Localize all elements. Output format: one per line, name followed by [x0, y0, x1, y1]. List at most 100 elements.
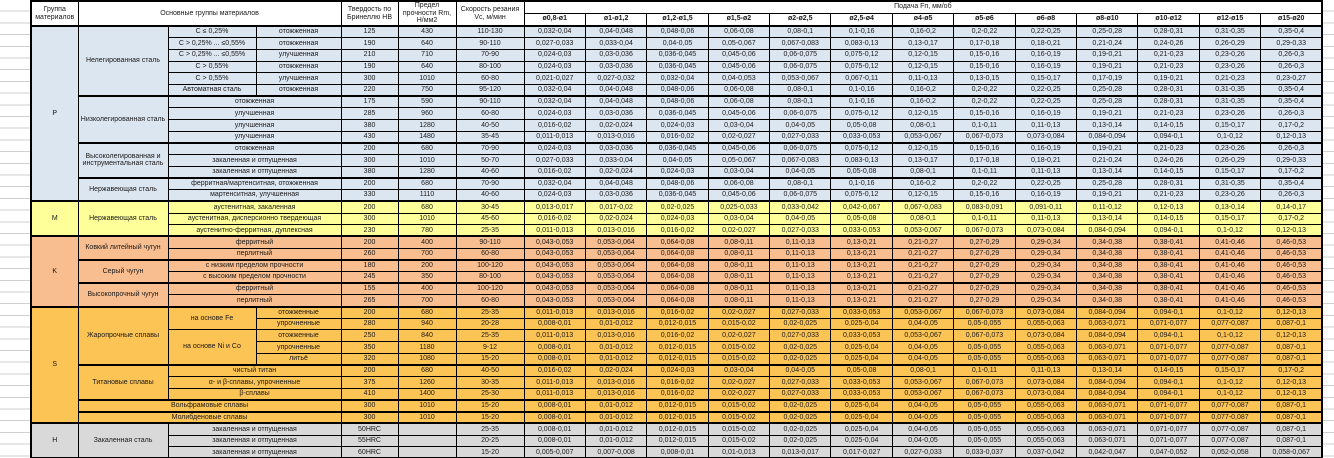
feed-value-cell[interactable]: 0,036-0,045 [646, 141, 709, 156]
feed-value-cell[interactable]: 0,19-0,21 [1076, 48, 1139, 62]
feed-value-cell[interactable]: 0,29-0,33 [1260, 37, 1323, 50]
feed-value-cell[interactable]: 0,071-0,077 [1137, 352, 1200, 366]
feed-value-cell[interactable]: 0,032-0,04 [523, 83, 586, 97]
feed-value-cell[interactable]: 0,2-0,22 [953, 176, 1016, 191]
feed-value-cell[interactable]: 0,23-0,26 [1198, 189, 1262, 202]
feed-value-cell[interactable]: 0,05-0,055 [953, 410, 1016, 424]
feed-value-cell[interactable]: 0,005-0,007 [523, 446, 586, 458]
material-name-cell[interactable]: Низколегированная сталь [77, 95, 169, 144]
hardness-value-cell[interactable]: 350 [340, 341, 399, 354]
strength-value-cell[interactable]: 640 [397, 37, 457, 50]
feed-value-cell[interactable]: 0,04-0,05 [891, 341, 955, 354]
feed-value-cell[interactable]: 0,055-0,063 [1014, 399, 1078, 413]
feed-value-cell[interactable]: 0,01-0,012 [584, 434, 648, 448]
feed-value-cell[interactable]: 0,043-0,053 [523, 282, 586, 296]
feed-value-cell[interactable]: 0,29-0,33 [1260, 154, 1323, 167]
treatment-cell[interactable]: упрочненные [255, 317, 342, 331]
feed-value-cell[interactable]: 0,12-0,13 [1137, 200, 1200, 214]
feed-value-cell[interactable]: 0,06-0,08 [707, 83, 771, 97]
feed-value-cell[interactable]: 0,04-0,05 [646, 154, 709, 167]
feed-value-cell[interactable]: 0,024-0,03 [646, 119, 709, 132]
cutting-speed-cell[interactable]: 70-90 [455, 176, 525, 191]
hardness-value-cell[interactable]: 265 [340, 294, 399, 307]
header-cutting-speed[interactable]: Скорость резания Vc, м/мин [455, 0, 525, 27]
hardness-value-cell[interactable]: 55HRC [340, 434, 399, 448]
feed-value-cell[interactable]: 0,23-0,26 [1198, 60, 1262, 74]
feed-value-cell[interactable]: 0,24-0,26 [1137, 37, 1200, 50]
strength-value-cell[interactable]: 400 [397, 235, 457, 249]
feed-value-cell[interactable]: 0,12-0,13 [1260, 305, 1323, 319]
feed-value-cell[interactable]: 0,31-0,35 [1198, 176, 1262, 191]
feed-value-cell[interactable]: 0,027-0,033 [523, 37, 586, 50]
feed-value-cell[interactable]: 0,25-0,28 [1076, 176, 1139, 191]
cutting-speed-cell[interactable]: 100-120 [455, 258, 525, 272]
feed-value-cell[interactable]: 0,024-0,03 [646, 165, 709, 179]
header-material-groups[interactable]: Основные группы материалов [77, 0, 342, 27]
hardness-value-cell[interactable]: 280 [340, 317, 399, 331]
feed-value-cell[interactable]: 0,025-0,04 [830, 422, 893, 436]
treatment-cell[interactable]: отожженная [167, 95, 342, 109]
feed-value-cell[interactable]: 0,2-0,22 [953, 83, 1016, 97]
feed-value-cell[interactable]: 0,063-0,071 [1076, 422, 1139, 436]
feed-value-cell[interactable]: 0,46-0,53 [1260, 235, 1323, 249]
feed-value-cell[interactable]: 0,071-0,077 [1137, 317, 1200, 331]
strength-value-cell[interactable]: 1280 [397, 165, 457, 179]
feed-value-cell[interactable]: 0,1-0,12 [1198, 387, 1262, 401]
treatment-cell[interactable]: отожженные [255, 305, 342, 319]
feed-value-cell[interactable]: 0,008-0,01 [646, 446, 709, 458]
feed-value-cell[interactable]: 0,094-0,1 [1137, 130, 1200, 144]
feed-value-cell[interactable]: 0,03-0,036 [584, 189, 648, 202]
feed-value-cell[interactable]: 0,38-0,41 [1137, 294, 1200, 307]
feed-value-cell[interactable]: 0,02-0,024 [584, 363, 648, 378]
hardness-value-cell[interactable]: 300 [340, 410, 399, 424]
feed-value-cell[interactable]: 0,17-0,18 [953, 37, 1016, 50]
feed-value-cell[interactable]: 0,042-0,067 [830, 200, 893, 214]
feed-value-cell[interactable]: 0,008-0,01 [523, 422, 586, 436]
feed-value-cell[interactable]: 0,11-0,13 [769, 235, 832, 249]
hardness-value-cell[interactable]: 220 [340, 83, 399, 97]
feed-value-cell[interactable]: 0,025-0,04 [830, 434, 893, 448]
feed-value-cell[interactable]: 0,075-0,12 [830, 141, 893, 156]
feed-value-cell[interactable]: 0,087-0,1 [1260, 422, 1323, 436]
feed-value-cell[interactable]: 0,087-0,1 [1260, 434, 1323, 448]
feed-value-cell[interactable]: 0,16-0,19 [1014, 141, 1078, 156]
feed-value-cell[interactable]: 0,17-0,2 [1260, 363, 1323, 378]
feed-value-cell[interactable]: 0,34-0,38 [1076, 247, 1139, 261]
feed-value-cell[interactable]: 0,11-0,13 [891, 72, 955, 85]
feed-value-cell[interactable]: 0,13-0,14 [1076, 363, 1139, 378]
feed-value-cell[interactable]: 0,04-0,048 [584, 95, 648, 109]
feed-value-cell[interactable]: 0,13-0,14 [1076, 212, 1139, 226]
feed-value-cell[interactable]: 0,21-0,24 [1076, 37, 1139, 50]
header-diameter-range[interactable]: ø1-ø1,2 [584, 12, 648, 27]
hardness-value-cell[interactable]: 200 [340, 235, 399, 249]
treatment-cell[interactable]: закаленная и отпущенная [167, 434, 342, 448]
treatment-cell[interactable]: отожженная [255, 25, 342, 39]
feed-value-cell[interactable]: 0,22-0,25 [1014, 83, 1078, 97]
feed-value-cell[interactable]: 0,12-0,13 [1260, 224, 1323, 237]
feed-value-cell[interactable]: 0,013-0,016 [584, 130, 648, 144]
feed-value-cell[interactable]: 0,05-0,055 [953, 341, 1016, 354]
feed-value-cell[interactable]: 0,015-0,02 [707, 341, 771, 354]
group-code-cell[interactable]: P [30, 24, 79, 202]
feed-value-cell[interactable]: 0,008-0,01 [523, 434, 586, 448]
strength-value-cell[interactable]: 680 [397, 200, 457, 214]
strength-value-cell[interactable]: 700 [397, 247, 457, 261]
strength-value-cell[interactable] [397, 434, 457, 448]
feed-value-cell[interactable]: 0,13-0,17 [891, 37, 955, 50]
feed-value-cell[interactable]: 0,067-0,083 [891, 200, 955, 214]
feed-value-cell[interactable]: 0,04-0,05 [891, 317, 955, 331]
feed-value-cell[interactable]: 0,21-0,24 [1076, 154, 1139, 167]
feed-value-cell[interactable]: 0,016-0,02 [523, 363, 586, 378]
feed-value-cell[interactable]: 0,27-0,29 [953, 282, 1016, 296]
cutting-speed-cell[interactable]: 25-35 [455, 422, 525, 436]
feed-value-cell[interactable]: 0,067-0,073 [953, 130, 1016, 144]
treatment-cell[interactable]: улучшенная [167, 107, 342, 120]
treatment-cell[interactable]: улучшенная [255, 48, 342, 62]
feed-value-cell[interactable]: 0,008-0,01 [523, 352, 586, 366]
feed-value-cell[interactable]: 0,048-0,06 [646, 176, 709, 191]
cutting-speed-cell[interactable]: 40-60 [455, 189, 525, 202]
feed-value-cell[interactable]: 0,053-0,064 [584, 270, 648, 284]
feed-value-cell[interactable]: 0,34-0,38 [1076, 282, 1139, 296]
cutting-speed-cell[interactable]: 40-50 [455, 119, 525, 132]
material-name-cell[interactable]: Титановые сплавы [77, 363, 169, 401]
